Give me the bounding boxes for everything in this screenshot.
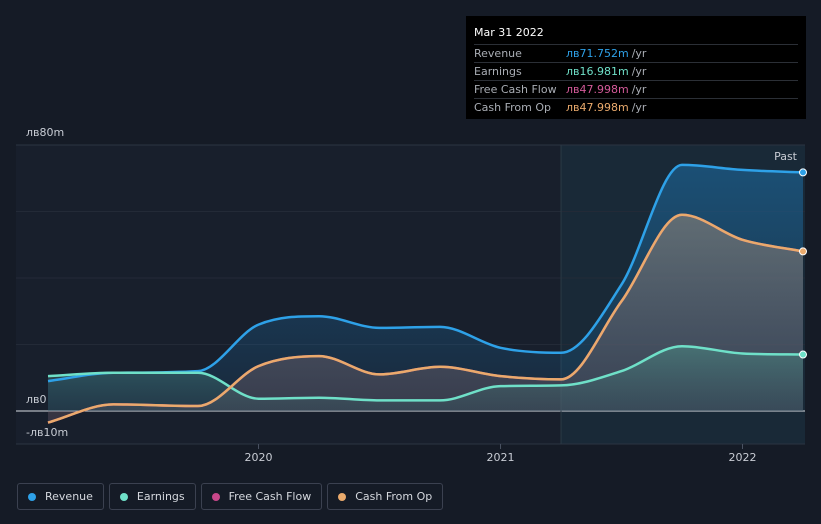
legend-item-free-cash-flow[interactable]: Free Cash Flow [200,483,323,510]
legend-item-cash-from-op[interactable]: Cash From Op [327,483,444,510]
legend-label: Revenue [45,490,93,503]
tooltip-value: лв47.998m [566,83,629,96]
legend: Revenue Earnings Free Cash Flow Cash Fro… [17,483,448,510]
series-areas [48,164,803,423]
line-cash-from-op [47,213,804,424]
tooltip-unit: /yr [631,83,647,96]
legend-label: Cash From Op [355,490,433,503]
tooltip: Mar 31 2022 Revenue лв71.752m /yr Earnin… [466,16,806,119]
tooltip-label: Free Cash Flow [474,83,557,96]
y-tick-label-80m: лв80m [26,126,64,139]
x-tick-label-2021: 2021 [487,451,515,464]
tooltip-label: Earnings [474,65,522,78]
tooltip-row-cash-from-op: Cash From Op лв47.998m /yr [474,98,798,116]
end-dot-earnings [799,350,807,359]
tooltip-value: лв47.998m [566,101,629,114]
area-earnings [48,346,803,411]
legend-label: Free Cash Flow [228,490,312,503]
x-tick-label-2020: 2020 [245,451,273,464]
tooltip-row-revenue: Revenue лв71.752m /yr [474,44,798,62]
tooltip-row-free-cash-flow: Free Cash Flow лв47.998m /yr [474,80,798,98]
line-revenue [47,163,804,383]
tooltip-row-earnings: Earnings лв16.981m /yr [474,62,798,80]
series-end-dots [799,168,807,359]
tooltip-date: Mar 31 2022 [474,26,544,39]
legend-item-earnings[interactable]: Earnings [108,483,196,510]
y-tick-label-0: лв0 [26,393,47,406]
legend-dot-icon [338,492,347,501]
x-tick-label-2022: 2022 [729,451,757,464]
legend-dot-icon [119,492,128,501]
line-earnings [47,344,804,402]
tooltip-unit: /yr [631,101,647,114]
area-cash-from-op [48,214,803,423]
tooltip-label: Revenue [474,47,522,60]
legend-item-revenue[interactable]: Revenue [17,483,104,510]
end-dot-revenue [799,168,807,177]
legend-dot-icon [211,492,220,501]
legend-dot-icon [28,492,36,501]
past-label: Past [774,150,798,163]
tooltip-value: лв71.752m [566,47,629,60]
legend-label: Earnings [136,490,185,503]
tooltip-value: лв16.981m [566,65,629,78]
tooltip-unit: /yr [631,47,647,60]
end-dot-cash-from-op [799,247,807,256]
y-tick-label-minus-10m: -лв10m [26,426,68,439]
tooltip-unit: /yr [631,65,647,78]
series-lines [47,163,804,424]
tooltip-label: Cash From Op [474,101,552,114]
